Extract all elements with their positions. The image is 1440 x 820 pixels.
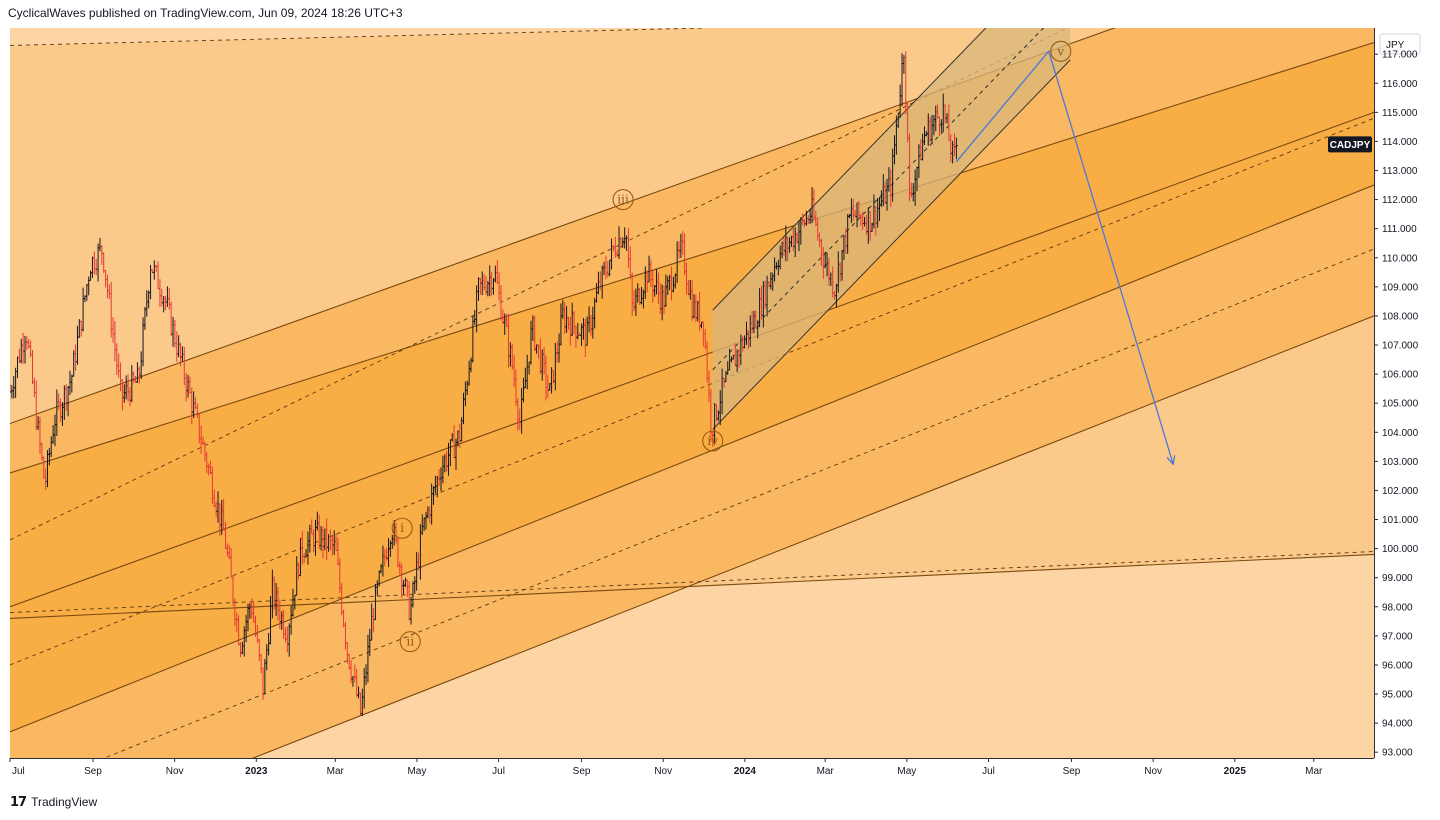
channel-fill (712, 28, 1071, 430)
pitchfork-line-4 (251, 315, 1374, 758)
y-tick-label: 96.000 (1382, 660, 1413, 671)
x-tick-label: 2024 (734, 766, 757, 777)
wave-label-circle (1050, 40, 1072, 62)
pitchfork-line-1 (10, 42, 1374, 474)
x-tick-label: Mar (327, 766, 345, 777)
y-tick-label: 116.000 (1382, 79, 1418, 90)
x-tick-label: 2025 (1224, 766, 1247, 777)
y-tick-label: 110.000 (1382, 253, 1418, 264)
y-tick-label: 115.000 (1382, 108, 1418, 119)
wave-label-circle (399, 631, 421, 653)
wave-label-circle (612, 189, 634, 211)
x-tick-label: May (897, 766, 916, 777)
y-tick-label: 117.000 (1382, 50, 1418, 61)
price-axis-bg (1374, 0, 1440, 790)
x-tick-label: Nov (166, 766, 184, 777)
y-tick-label: 114.000 (1382, 137, 1418, 148)
wave-label-iii: iii (612, 189, 634, 211)
wave-label-v: v (1050, 40, 1072, 62)
x-tick-label: Jul (982, 766, 995, 777)
x-tick-label: Mar (1305, 766, 1323, 777)
band-fork-inner (10, 42, 1374, 732)
channel-upper-line (712, 28, 987, 311)
x-tick-label: Nov (1144, 766, 1162, 777)
y-tick-label: 102.000 (1382, 486, 1419, 497)
time-axis-bg (0, 758, 1440, 790)
pitchfork-line-10 (10, 28, 704, 46)
currency-box (1379, 33, 1421, 55)
wave-label-ii: ii (399, 631, 421, 653)
pitchfork-line-6 (10, 117, 1374, 666)
ohlc-bar (954, 137, 958, 160)
background-bands (10, 28, 1374, 758)
pitchfork-lines (10, 28, 1374, 758)
footer: 17 TradingView (10, 794, 97, 810)
pitchfork-line-3 (10, 184, 1374, 733)
y-tick-label: 112.000 (1382, 195, 1418, 206)
footer-brand: TradingView (31, 795, 98, 809)
x-tick-label: Sep (1063, 766, 1081, 777)
wave-label-text: iv (707, 434, 718, 448)
y-tick-label: 111.000 (1382, 224, 1417, 235)
x-tick-label: 2023 (245, 766, 268, 777)
y-tick-label: 95.000 (1382, 690, 1413, 701)
y-tick-label: 97.000 (1382, 631, 1413, 642)
pitchfork-line-0 (10, 28, 1116, 425)
x-tick-label: Sep (573, 766, 591, 777)
price-bars (10, 51, 958, 717)
pitchfork-line-8 (10, 553, 1374, 619)
y-tick-label: 93.000 (1382, 748, 1413, 759)
currency-label: JPY (1386, 40, 1405, 51)
x-tick-label: Jul (492, 766, 505, 777)
symbol-badge (1328, 136, 1372, 153)
wave-label-i: i (391, 517, 413, 539)
y-tick-label: 106.000 (1382, 370, 1419, 381)
projection-path (955, 49, 1174, 465)
y-tick-label: 105.000 (1382, 399, 1419, 410)
rising-channel (712, 28, 1071, 430)
y-tick-label: 94.000 (1382, 719, 1413, 730)
y-tick-label: 103.000 (1382, 457, 1419, 468)
x-tick-label: Sep (84, 766, 102, 777)
projection-arrow (955, 49, 1176, 466)
x-tick-label: Nov (654, 766, 672, 777)
wave-label-text: v (1056, 44, 1064, 58)
x-tick-label: May (407, 766, 426, 777)
y-tick-label: 108.000 (1382, 311, 1419, 322)
wave-label-text: i (400, 521, 404, 535)
y-tick-label: 100.000 (1382, 544, 1419, 555)
channel-lower-line (712, 59, 1071, 430)
y-tick-label: 113.000 (1382, 166, 1418, 177)
wave-label-circle (391, 517, 413, 539)
y-tick-label: 99.000 (1382, 573, 1413, 584)
x-tick-label: Jul (12, 766, 25, 777)
x-tick-label: Mar (817, 766, 835, 777)
published-header: CyclicalWaves published on TradingView.c… (8, 6, 403, 20)
tradingview-logo-icon: 17 (10, 794, 27, 810)
symbol-badge-label: CADJPY (1330, 140, 1371, 151)
wave-label-text: iii (617, 193, 629, 207)
pitchfork-line-7 (103, 248, 1374, 758)
channel-mid-line (712, 28, 1045, 371)
pitchfork-line-2 (10, 111, 1374, 608)
y-tick-label: 107.000 (1382, 341, 1419, 352)
y-tick-label: 98.000 (1382, 602, 1413, 613)
projection-arrowhead (1166, 455, 1176, 466)
y-tick-label: 101.000 (1382, 515, 1419, 526)
y-tick-label: 109.000 (1382, 282, 1419, 293)
pitchfork-line-9 (10, 551, 1374, 614)
wave-label-text: ii (406, 635, 414, 649)
y-tick-label: 104.000 (1382, 428, 1419, 439)
wave-label-iv: iv (702, 430, 724, 452)
wave-label-circle (702, 430, 724, 452)
